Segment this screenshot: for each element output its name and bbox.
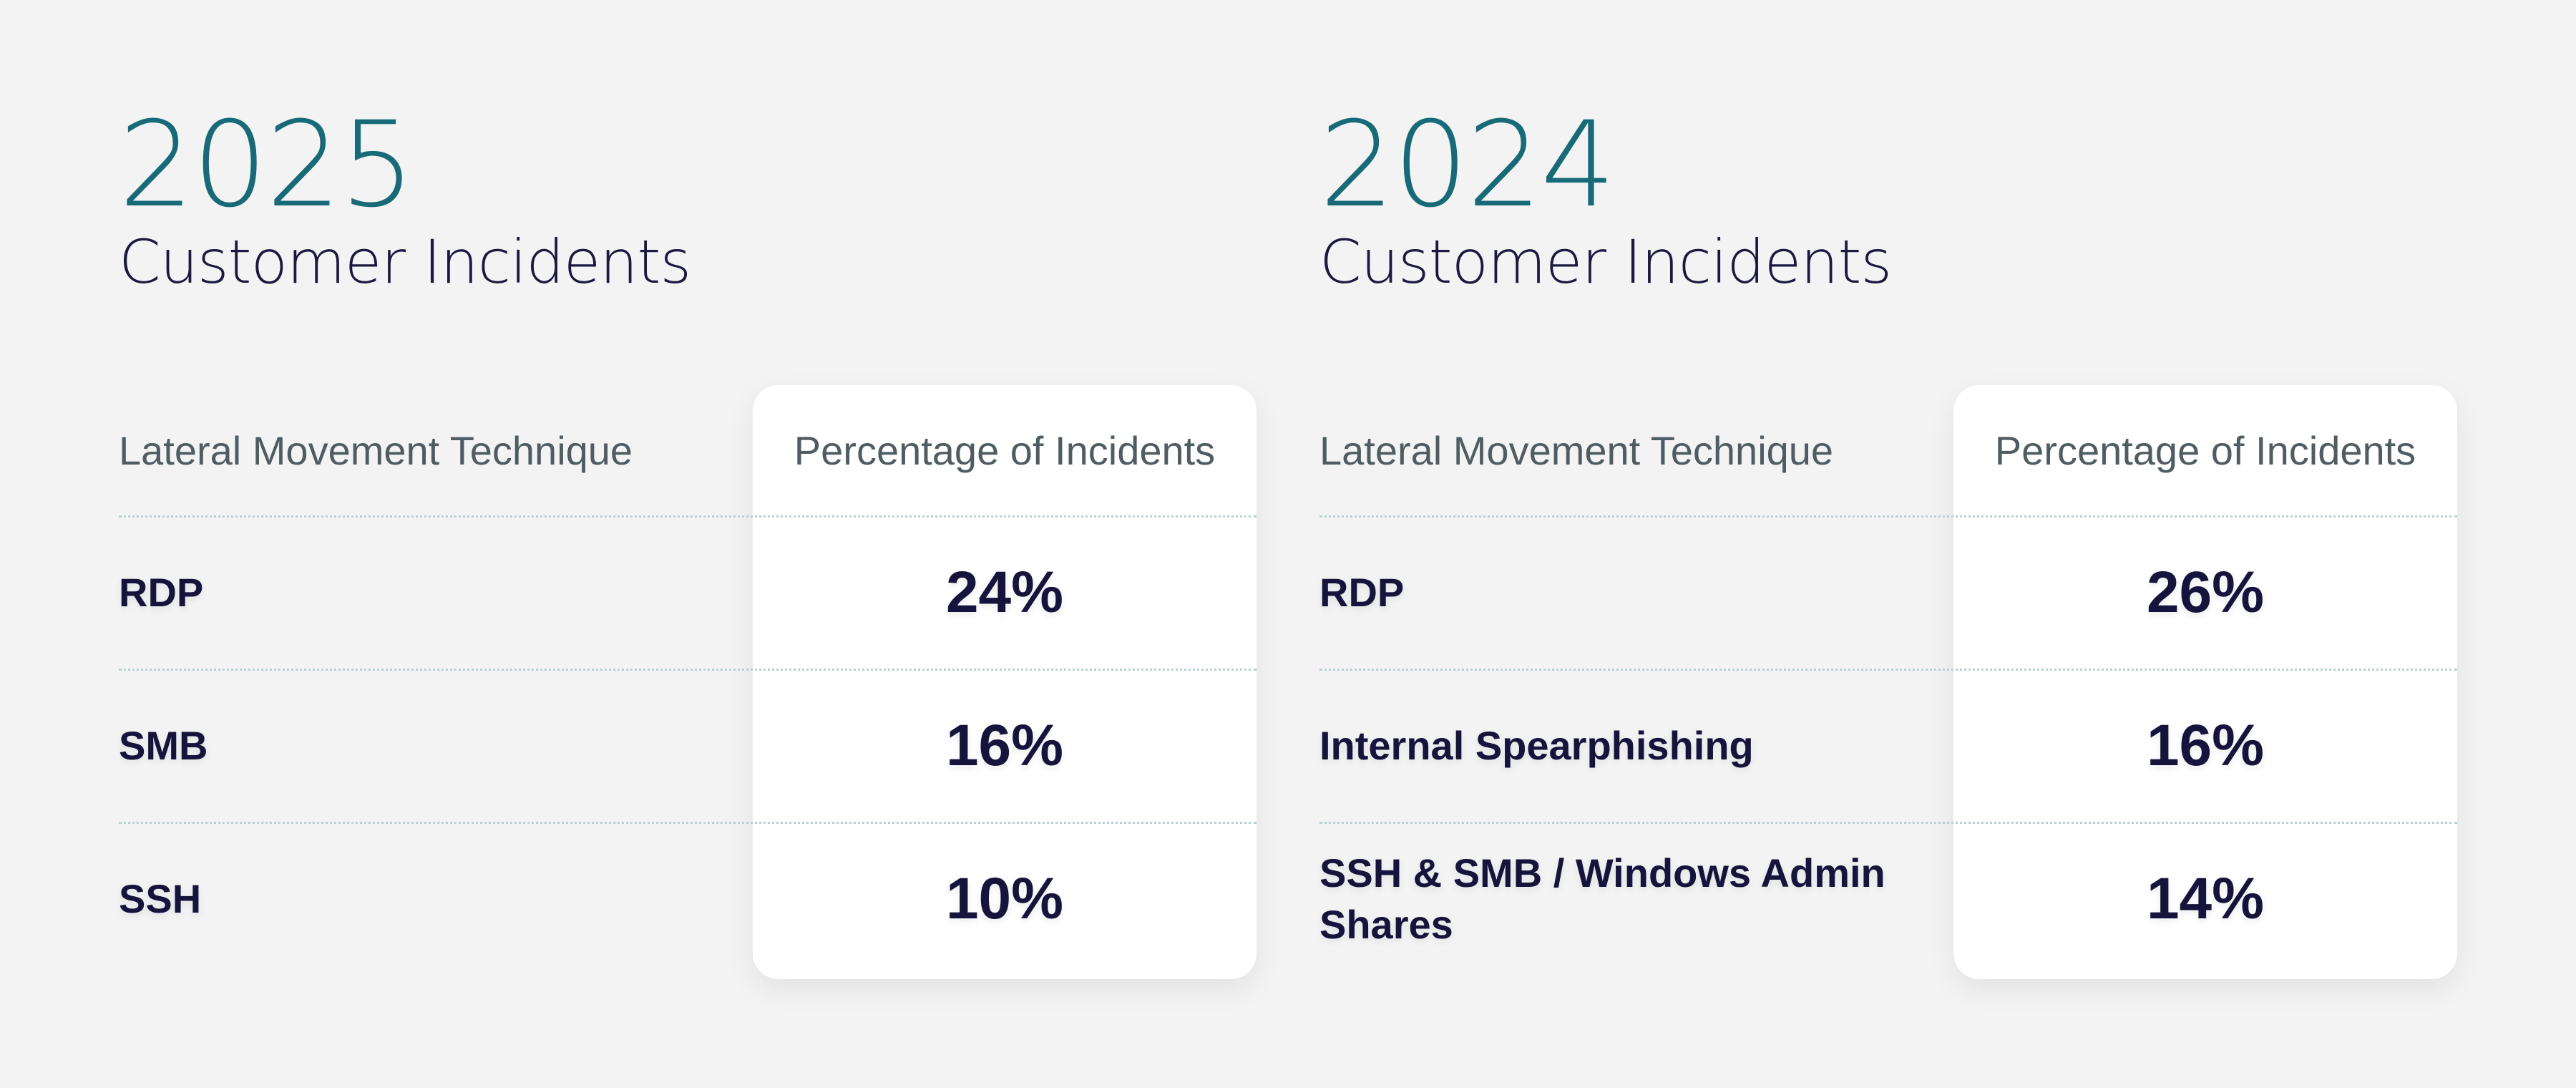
column-header-percentage: Percentage of Incidents [1994,428,2416,473]
row-technique: SMB [119,723,208,768]
row-percentage: 14% [2146,866,2265,931]
row-divider [1319,515,2457,518]
row-divider [119,669,1257,671]
panel-year: 2024 [1319,96,1616,233]
row-percentage: 24% [945,560,1064,625]
column-header-technique: Lateral Movement Technique [119,428,633,473]
row-technique: RDP [1319,570,1405,615]
row-technique: Internal Spearphishing [1319,723,1754,768]
row-divider [119,515,1257,518]
percentage-card [753,385,1257,979]
row-percentage: 16% [2146,713,2265,778]
column-header-percentage: Percentage of Incidents [794,428,1216,473]
row-technique: SSH & SMB / Windows Admin Shares [1319,850,1885,947]
row-divider [1319,669,2457,671]
column-header-technique: Lateral Movement Technique [1319,428,1834,473]
row-divider [1319,822,2457,824]
row-percentage: 16% [945,713,1064,778]
panel-year: 2025 [119,96,415,233]
row-percentage: 26% [2146,560,2265,625]
panel-2024: 2024 Customer Incidents Lateral Movement… [1319,0,2457,1088]
percentage-card [1953,385,2457,979]
panel-subtitle: Customer Incidents [1319,227,1892,297]
panel-subtitle: Customer Incidents [119,227,691,297]
row-percentage: 10% [945,866,1064,931]
row-technique: RDP [119,570,204,615]
row-technique: SSH [119,876,202,921]
row-divider [119,822,1257,824]
panel-2025: 2025 Customer Incidents Lateral Movement… [119,0,1257,1088]
